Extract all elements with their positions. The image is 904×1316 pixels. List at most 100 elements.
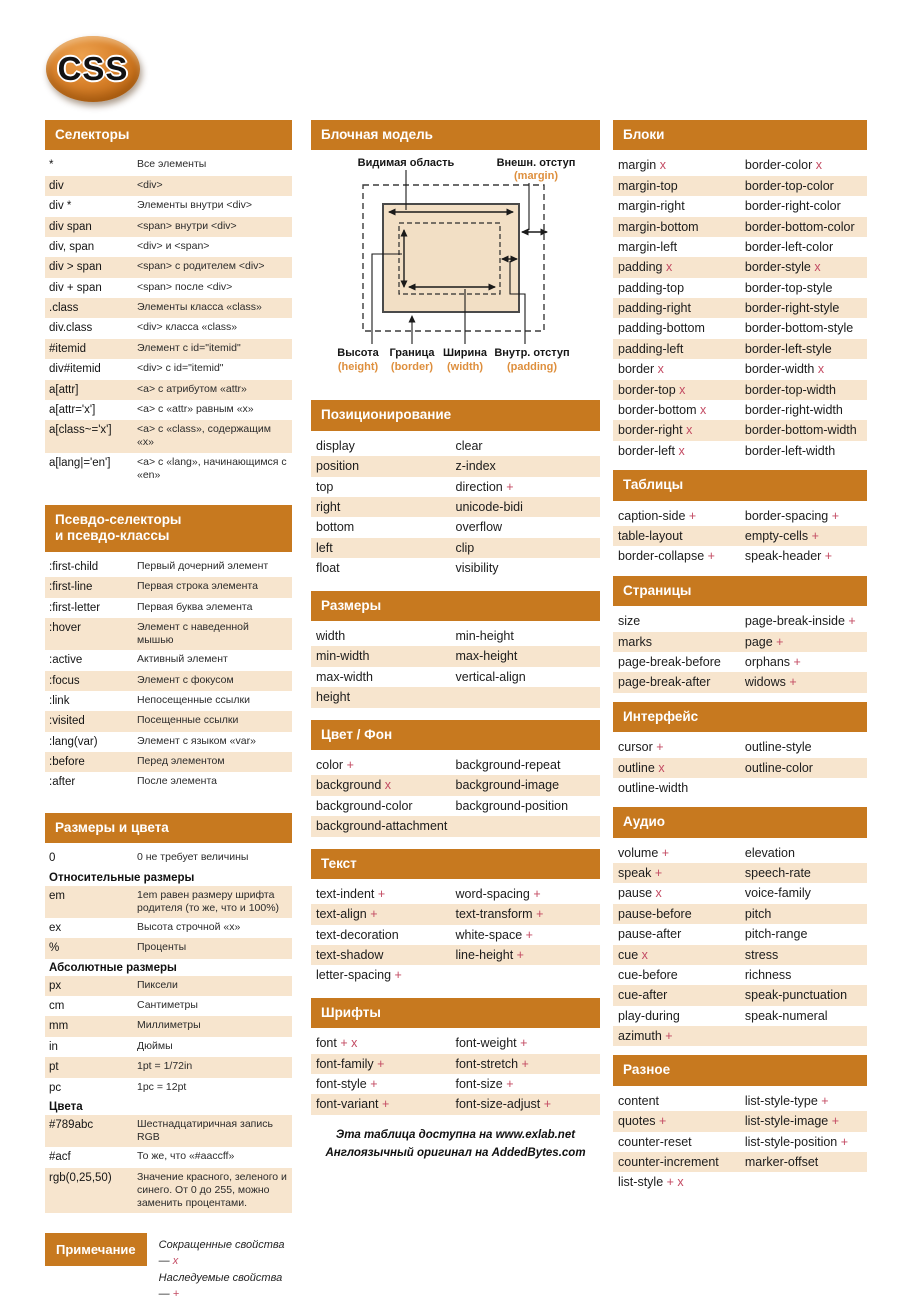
table-row: cue x stress (613, 944, 867, 965)
term: ex (49, 921, 62, 934)
table-row: div.class <div> класса «class» (45, 318, 292, 338)
property-table: size page-break-inside + marks page + page-b… (613, 611, 867, 693)
description: Все элементы (137, 158, 207, 171)
padding-label-en: (padding) (507, 361, 557, 373)
property-name: orphans (744, 654, 791, 669)
section-audio: Аудио volume + elevation speak + speech-rate… (613, 807, 867, 1047)
section-header-selectors: Селекторы (45, 120, 292, 151)
shorthand-mark: x (662, 260, 673, 275)
term: div#itemid (49, 363, 101, 376)
description: Проценты (137, 941, 187, 954)
property-name: text-align (316, 907, 367, 922)
property-cell: margin-left (618, 240, 745, 254)
table-row: content list-style-type + (613, 1091, 867, 1111)
table-row: :after После элемента (45, 772, 292, 792)
section-header-fonts: Шрифты (311, 997, 600, 1029)
description: <a> с «lang», начинающимся с «en» (137, 455, 287, 481)
property-cell: padding-bottom (618, 321, 745, 335)
property-name: position (316, 459, 360, 474)
property-name: display (316, 438, 355, 453)
table-row: a[class~='x'] <a> с «class», содержащим «… (45, 420, 292, 453)
inherited-mark: + (373, 1056, 385, 1071)
table-row: list-style + x (613, 1172, 867, 1192)
property-cell: display (316, 439, 456, 453)
table-row: top direction + (311, 477, 600, 497)
property-cell: stress (745, 948, 862, 962)
section-selectors: Селекторы * Все элементы div <div> div * Элеме… (45, 120, 292, 485)
section-pseudo-selectors: Псевдо-селекторы и псевдо-классы:first-c… (45, 504, 292, 793)
property-name: speech-rate (744, 866, 811, 881)
property-cell: azimuth + (618, 1029, 745, 1043)
term: % (49, 942, 60, 955)
term: :after (49, 776, 76, 789)
description: Значение красного, зеленого и синего. От… (137, 1170, 287, 1209)
section-header-sizes: Размеры (311, 590, 600, 622)
description: То же, что «#aaccff» (137, 1150, 235, 1163)
inherited-mark: + (837, 1134, 849, 1149)
property-name: caption-side (618, 508, 686, 523)
description: <a> с атрибутом «attr» (137, 382, 247, 395)
property-name: border-right (618, 423, 683, 438)
column-right: Блоки margin x border-color x margin-top bor… (613, 120, 867, 1202)
property-cell: line-height + (456, 948, 596, 962)
description: Миллиметры (137, 1019, 201, 1032)
property-cell: background-image (456, 778, 596, 792)
table-row: display clear (311, 436, 600, 456)
table-row: cue-before richness (613, 965, 867, 985)
table-row: margin-bottom border-bottom-color (613, 216, 867, 237)
property-cell: font + x (316, 1036, 456, 1050)
property-name: margin-bottom (618, 219, 699, 234)
description: Первая строка элемента (137, 580, 258, 593)
property-cell: border-bottom-width (745, 423, 862, 437)
property-cell: pitch-range (745, 927, 862, 941)
table-row: margin-top border-top-color (613, 175, 867, 197)
property-cell: orphans + (745, 655, 862, 669)
inherited-mark: + (785, 675, 797, 690)
description: 1pc = 12pt (137, 1080, 187, 1093)
border-label-ru: Граница (389, 347, 435, 359)
property-cell: height (316, 690, 456, 704)
property-cell: outline-color (745, 761, 862, 775)
property-name: font-style (316, 1077, 367, 1092)
property-name: table-layout (618, 528, 683, 543)
property-cell: unicode-bidi (456, 500, 596, 514)
table-row: background-color background-position (311, 796, 600, 816)
term: rgb(0,25,50) (49, 1171, 112, 1184)
table-row: border-right x border-bottom-width (613, 420, 867, 441)
property-name: white-space (455, 927, 523, 942)
description: Дюймы (137, 1039, 173, 1052)
property-cell: word-spacing + (456, 887, 596, 901)
table-row: background x background-image (311, 775, 600, 796)
property-name: unicode-bidi (455, 500, 523, 515)
property-cell: margin-top (618, 179, 745, 193)
visible-area-label: Видимая область (358, 157, 455, 169)
section-dimensions: Размеры width min-height min-width max-heigh… (311, 590, 600, 708)
property-cell: border-right x (618, 423, 745, 437)
property-name: border-bottom-color (744, 219, 855, 234)
property-name: font-variant (316, 1097, 379, 1112)
property-name: word-spacing (455, 886, 530, 901)
section-header-colorbg: Цвет / Фон (311, 719, 600, 750)
table-row: div * Элементы внутри <div> (45, 196, 292, 216)
property-name: overflow (455, 520, 503, 535)
property-cell: overflow (456, 520, 596, 534)
table-row: font + x font-weight + (311, 1033, 600, 1053)
property-name: border-style (744, 260, 811, 275)
table-row: :hover Элемент с наведенной мышью (45, 617, 292, 651)
css-logo: CSS (46, 36, 140, 102)
term: a[class~='x'] (49, 424, 112, 437)
property-name: right (316, 500, 341, 515)
property-name: border-left (618, 443, 675, 458)
table-row: width min-height (311, 626, 600, 646)
padding-label-ru: Внутр. отступ (494, 347, 569, 359)
property-name: marks (618, 634, 653, 649)
property-cell: max-height (456, 649, 596, 663)
inherited-mark: + (808, 528, 819, 543)
property-name: min-height (455, 629, 514, 644)
section-header-blocks: Блоки (613, 120, 867, 151)
property-name: border-collapse (618, 549, 705, 564)
table-row: margin-left border-left-color (613, 237, 867, 257)
table-row: text-indent + word-spacing + (311, 884, 600, 904)
property-name: max-height (455, 649, 518, 664)
property-name: text-decoration (316, 927, 399, 942)
